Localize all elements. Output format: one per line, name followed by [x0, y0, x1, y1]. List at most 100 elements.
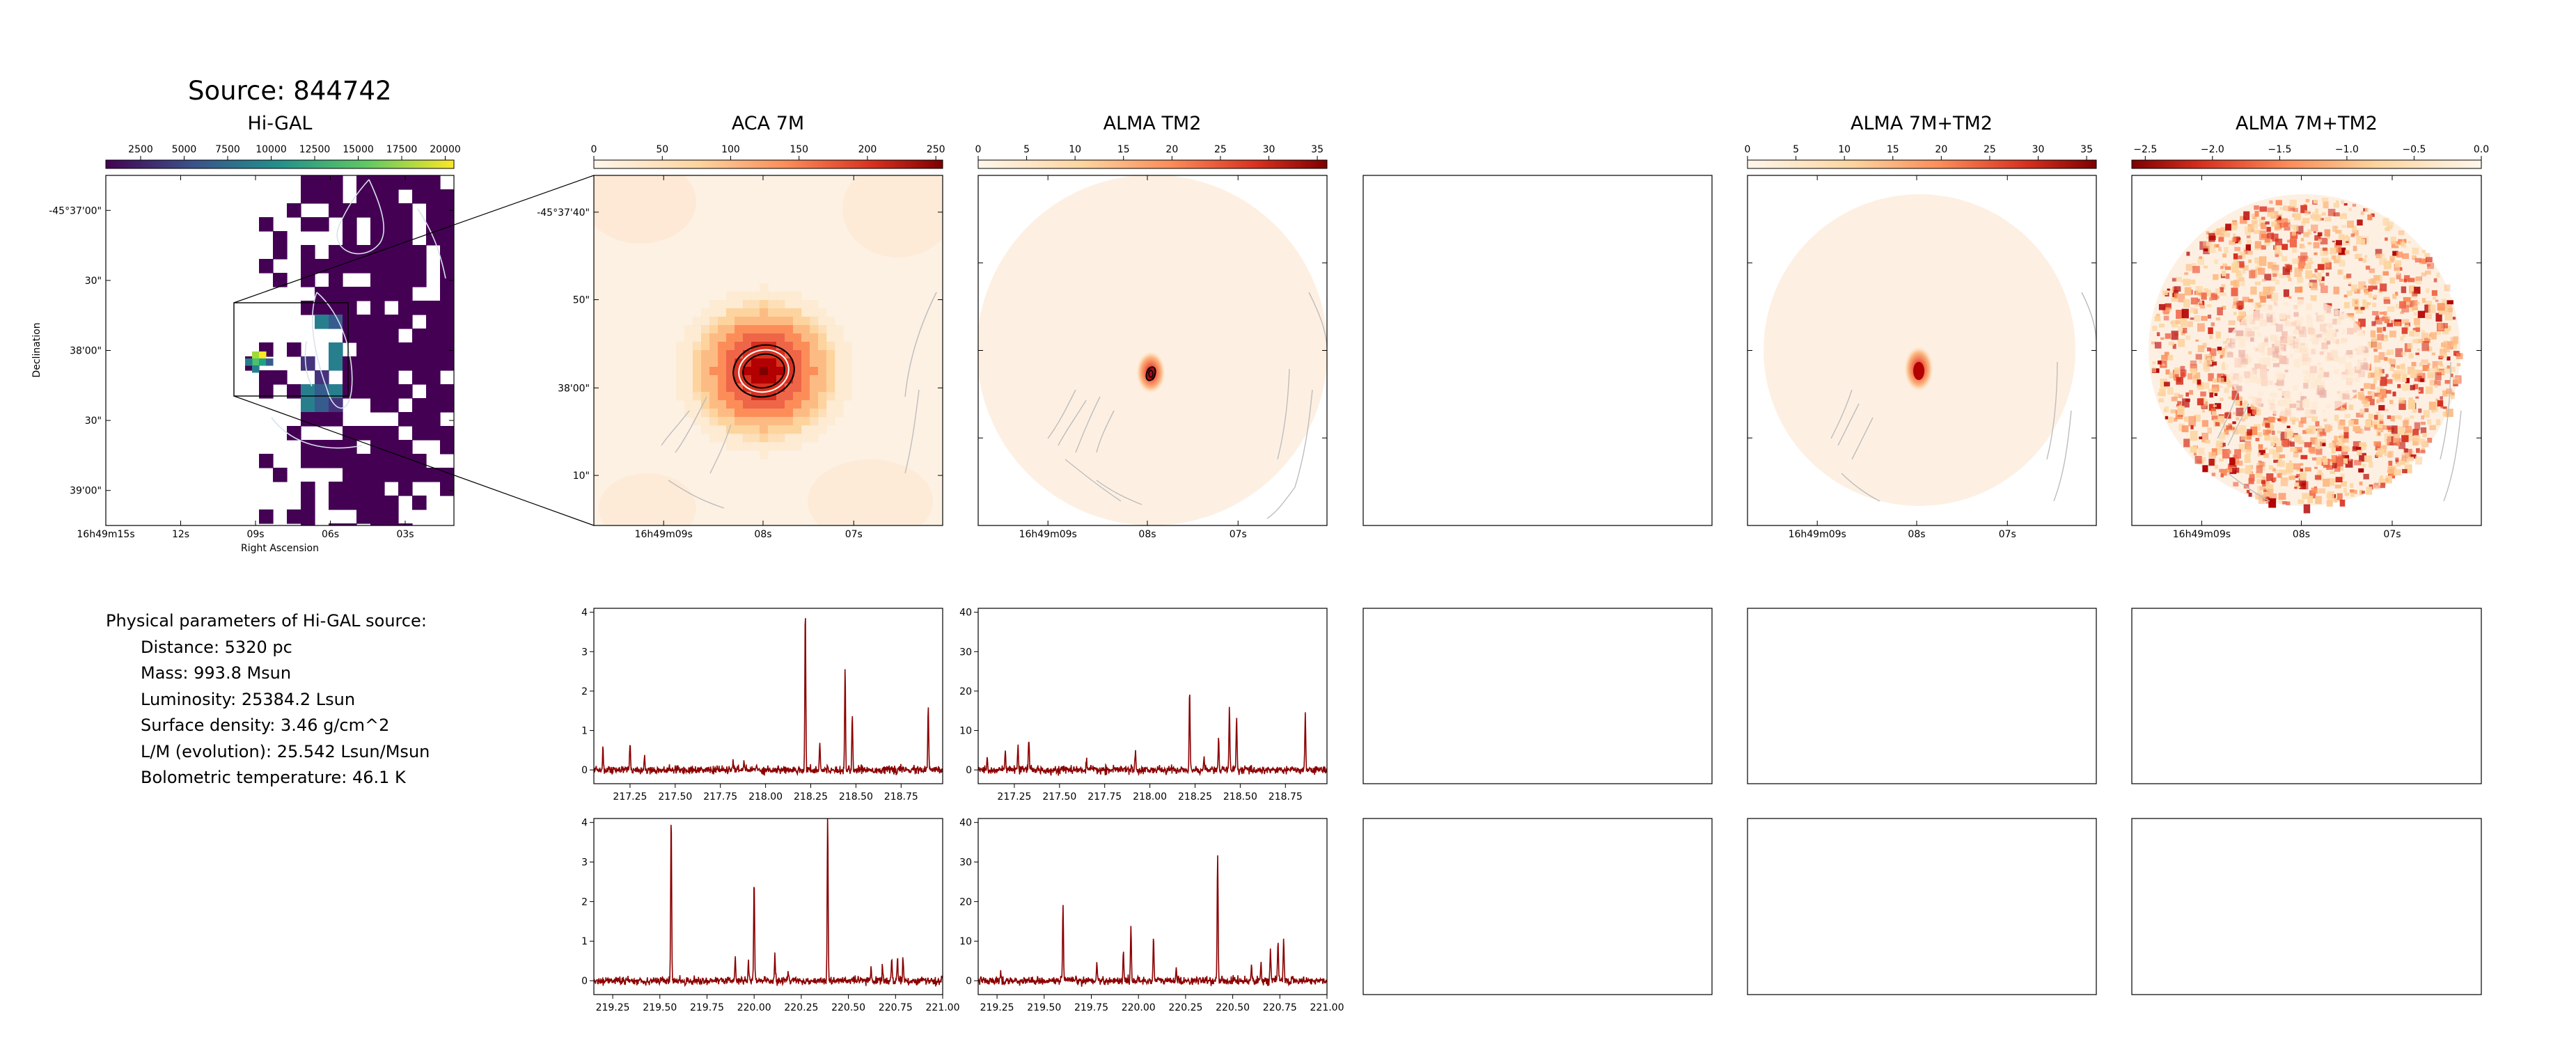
spectrum-y-tick-label: 0	[581, 765, 588, 776]
spectrum-x-tick-label: 220.75	[1263, 1002, 1297, 1013]
x-tick-label: 07s	[845, 529, 863, 540]
x-tick-label: 06s	[322, 529, 339, 540]
spectrum-y-tick-label: 4	[581, 818, 588, 829]
tm2-panel: ALMA TM2 0 5 10 15 20 25 30 35	[975, 113, 1328, 540]
param-distance: Distance: 5320 pc	[141, 637, 292, 657]
tm2-colorbar-ticks: 0 5 10 15 20 25 30 35	[975, 144, 1324, 160]
empty-spectrum-r3c3	[1362, 818, 1713, 995]
colorbar-tick-label: 35	[1311, 144, 1324, 155]
colorbar-tick-label: 20000	[430, 144, 461, 155]
source-title: Source: 844742	[188, 76, 392, 106]
spectrum-x-tick-label: 218.25	[1178, 791, 1212, 802]
higal-xlabel: Right Ascension	[241, 543, 319, 554]
combined-title: ALMA 7M+TM2	[1851, 113, 1993, 134]
x-tick-label: 12s	[172, 529, 189, 540]
aca7m-frame	[593, 175, 943, 526]
colorbar-tick-label: 2500	[128, 144, 153, 155]
colorbar-tick-label: 50	[656, 144, 668, 155]
tm2-primary-beam	[978, 175, 1327, 525]
spectrum-y-tick-label: 40	[959, 608, 972, 619]
spectrum-x-tick-label: 221.00	[1310, 1002, 1344, 1013]
spectrum-x-tick-label: 217.25	[613, 791, 647, 802]
y-tick-label: -45°37'00"	[49, 205, 102, 216]
aca7m-colorbar-ticks: 0 50 100 150 200 250	[591, 144, 945, 160]
y-tick-label: -45°37'40"	[537, 207, 590, 219]
spectrum-line	[978, 855, 1327, 987]
aca7m-contour-inner	[742, 353, 785, 389]
combined-colorbar-ticks: 0 5 10 15 20 25 30 35	[1745, 144, 2093, 160]
combined-axis-ticks: 16h49m09s 08s 07s	[1748, 175, 2096, 540]
spectrum-x-tick-label: 218.50	[839, 791, 873, 802]
spectrum-x-tick-label: 217.50	[1042, 791, 1076, 802]
spectrum-x-tick-label: 219.25	[596, 1002, 630, 1013]
aca7m-image	[594, 175, 943, 525]
tm2-image	[978, 175, 1327, 525]
higal-colorbar-gradient	[105, 159, 455, 169]
spectrum-x-tick-label: 220.50	[1216, 1002, 1250, 1013]
colorbar-tick-label: 150	[790, 144, 808, 155]
param-mass: Mass: 993.8 Msun	[141, 663, 292, 683]
spectrum-x-tick-label: 219.75	[1074, 1002, 1108, 1013]
y-tick-label: 38'00"	[558, 383, 590, 394]
empty-spectrum-r3c4	[1747, 818, 2097, 995]
zoom-connector-top	[233, 175, 595, 303]
colorbar-tick-label: −2.0	[2201, 144, 2224, 155]
colorbar-tick-label: 0	[591, 144, 597, 155]
difference-panel: ALMA 7M+TM2 −2.5 −2.0 −1.5 −1.0 −0.5 0.0 16h4…	[2131, 113, 2489, 540]
spectrum-x-tick-label: 218.50	[1223, 791, 1257, 802]
x-tick-label: 16h49m09s	[1789, 529, 1846, 540]
spectrum-x-tick-label: 218.00	[748, 791, 783, 802]
spectrum-y-tick-label: 10	[959, 936, 972, 947]
colorbar-tick-label: 5	[1793, 144, 1799, 155]
y-tick-label: 50"	[573, 295, 590, 306]
zoom-box	[233, 302, 349, 397]
difference-colorbar: −2.5 −2.0 −1.5 −1.0 −0.5 0.0	[2131, 144, 2489, 169]
spectrum-y-tick-label: 40	[959, 818, 972, 829]
aca7m-title: ACA 7M	[732, 113, 804, 134]
combined-panel: ALMA 7M+TM2 0 5 10 15 20 25 30 35 16h49m09s 08s 0…	[1745, 113, 2097, 540]
spectrum-x-tick-label: 218.75	[884, 791, 918, 802]
spectrum-x-tick-label: 218.00	[1133, 791, 1167, 802]
spectrum-y-tick-label: 1	[581, 936, 588, 947]
y-tick-label: 30"	[85, 276, 102, 287]
x-tick-label: 03s	[396, 529, 414, 540]
colorbar-tick-label: 200	[858, 144, 877, 155]
empty-image-panel	[1362, 175, 1713, 526]
tm2-contour	[1145, 366, 1156, 381]
colorbar-tick-label: 20	[1935, 144, 1947, 155]
difference-title: ALMA 7M+TM2	[2236, 113, 2378, 134]
empty-spectrum-r2c5	[2131, 608, 2482, 784]
spectrum-x-tick-label: 219.25	[980, 1002, 1014, 1013]
colorbar-tick-label: 12500	[299, 144, 331, 155]
difference-image	[2132, 175, 2481, 525]
colorbar-tick-label: 0	[975, 144, 982, 155]
x-tick-label: 16h49m09s	[2173, 529, 2231, 540]
param-l-over-m: L/M (evolution): 25.542 Lsun/Msun	[141, 741, 430, 761]
x-tick-label: 16h49m09s	[1019, 529, 1077, 540]
spectrum-x-tick-label: 218.25	[794, 791, 828, 802]
colorbar-tick-label: 5000	[172, 144, 197, 155]
empty-spectrum-r2c4	[1747, 608, 2097, 784]
physical-parameters-header: Physical parameters of Hi-GAL source:	[106, 611, 427, 631]
higal-panel: Hi-GAL 2500 5000 7500 10000 12500 15000 17500 2…	[31, 113, 595, 554]
higal-contours	[271, 179, 446, 449]
x-tick-label: 07s	[1230, 529, 1247, 540]
spectrum-x-tick-label: 220.25	[784, 1002, 818, 1013]
tm2-title: ALMA TM2	[1104, 113, 1202, 134]
tm2-colorbar-gradient	[977, 159, 1328, 169]
spectrum-x-tick-label: 217.50	[658, 791, 692, 802]
x-tick-label: 07s	[2383, 529, 2401, 540]
aca7m-faint-contours	[661, 292, 937, 509]
colorbar-tick-label: 0.0	[2474, 144, 2489, 155]
spectrum-y-tick-label: 0	[966, 765, 972, 776]
x-tick-label: 16h49m09s	[635, 529, 693, 540]
spectrum-x-tick-label: 221.00	[926, 1002, 960, 1013]
y-tick-label: 39'00"	[70, 486, 102, 497]
difference-faint-contours	[2217, 361, 2462, 502]
colorbar-tick-label: −0.5	[2402, 144, 2426, 155]
spectrum-y-tick-label: 1	[581, 726, 588, 737]
aca7m-contour-outer	[732, 344, 795, 398]
physical-parameters: Physical parameters of Hi-GAL source: Di…	[106, 608, 430, 791]
colorbar-tick-label: 35	[2080, 144, 2093, 155]
y-tick-label: 10"	[573, 470, 590, 482]
